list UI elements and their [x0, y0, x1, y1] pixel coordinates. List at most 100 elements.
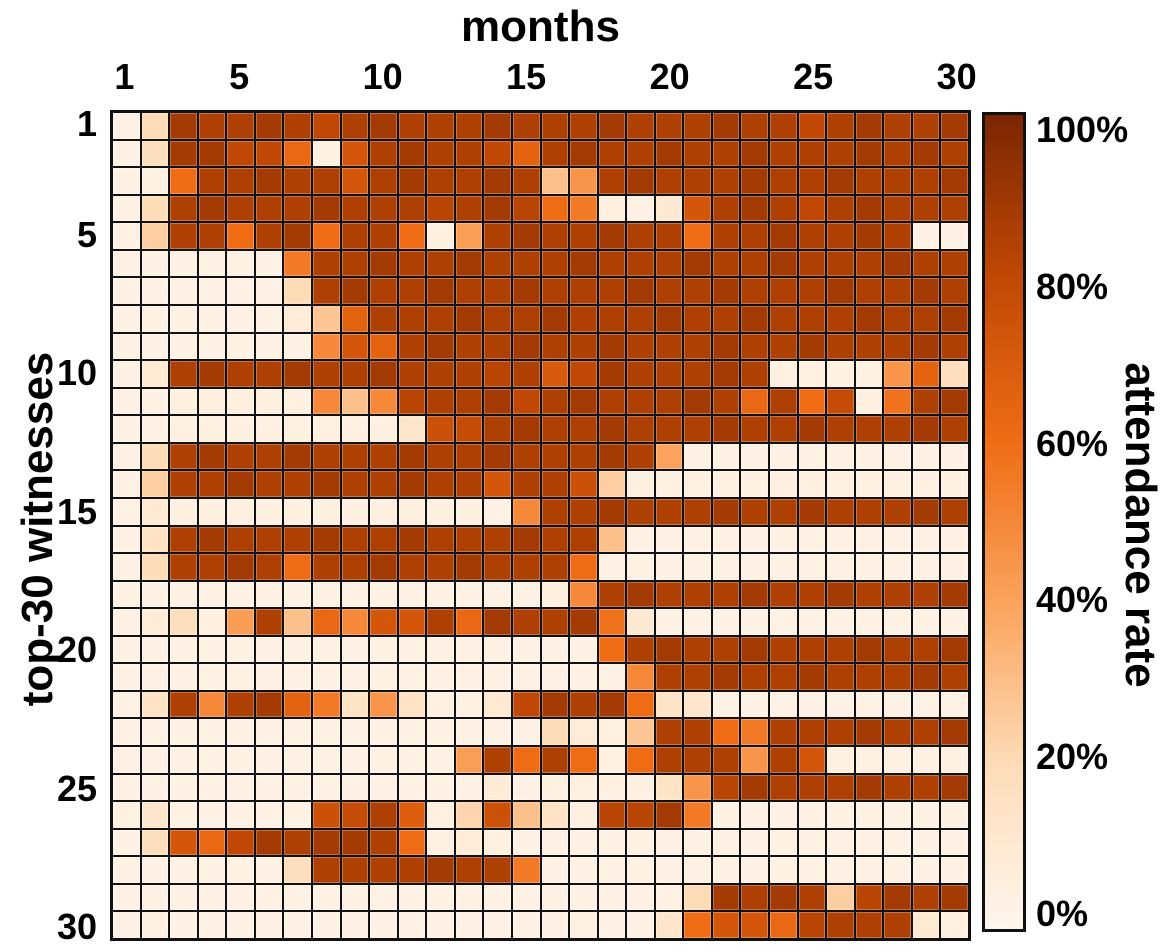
heatmap-cell [227, 140, 254, 167]
heatmap-cell [912, 554, 940, 580]
heatmap-cell [198, 416, 226, 442]
heatmap-cell [312, 333, 340, 360]
heatmap-cell [712, 333, 740, 360]
heatmap-cell [312, 471, 340, 497]
heatmap-cell [170, 443, 197, 470]
heatmap-cell [312, 802, 340, 828]
heatmap-cell [541, 140, 569, 167]
heatmap-cell [855, 774, 883, 801]
heatmap-cell [198, 305, 226, 332]
heatmap-cell [827, 747, 854, 773]
heatmap-cell [341, 223, 369, 249]
heatmap-cell [912, 912, 940, 938]
heatmap-cell [284, 719, 311, 746]
heatmap-cell [198, 195, 226, 222]
heatmap-cell [855, 691, 883, 718]
heatmap-cell [455, 829, 483, 856]
colorbar-tick-label: 100% [1036, 109, 1129, 150]
heatmap-cell [113, 305, 140, 332]
heatmap-cell [541, 829, 569, 856]
heatmap-cell [370, 305, 397, 332]
x-tick-label: 5 [229, 56, 250, 97]
heatmap-cell [884, 857, 911, 883]
heatmap-cell [770, 471, 797, 497]
heatmap-cell [113, 884, 140, 911]
heatmap-cell [370, 443, 397, 470]
heatmap-cell [655, 305, 683, 332]
heatmap-cell [198, 554, 226, 580]
heatmap-cell [484, 443, 511, 470]
heatmap-cell [712, 581, 740, 608]
heatmap-cell [884, 223, 911, 249]
heatmap-cell [741, 912, 769, 938]
heatmap-cell [884, 388, 911, 415]
heatmap-cell [113, 278, 140, 304]
heatmap-cell [284, 802, 311, 828]
heatmap-cell [427, 554, 454, 580]
heatmap-cell [827, 113, 854, 139]
heatmap-cell [598, 526, 626, 553]
heatmap-cell [455, 305, 483, 332]
heatmap-cell [284, 168, 311, 194]
heatmap-cell [798, 747, 826, 773]
heatmap-cell [255, 554, 283, 580]
heatmap-cell [455, 526, 483, 553]
heatmap-cell [798, 416, 826, 442]
heatmap-cell [455, 498, 483, 525]
heatmap-cell [598, 829, 626, 856]
heatmap-cell [370, 554, 397, 580]
heatmap-cell [484, 471, 511, 497]
heatmap-cell [455, 140, 483, 167]
heatmap-cell [141, 554, 169, 580]
heatmap-cell [455, 884, 483, 911]
y-tick-label: 5 [76, 213, 97, 255]
heatmap-cell [541, 912, 569, 938]
heatmap-cell [855, 609, 883, 635]
heatmap-cell [455, 250, 483, 277]
heatmap-cell [455, 912, 483, 938]
heatmap-cell [341, 554, 369, 580]
heatmap-cell [570, 140, 597, 167]
heatmap-cell [627, 636, 654, 663]
heatmap-cell [684, 416, 711, 442]
heatmap-cell [113, 416, 140, 442]
heatmap-cell [655, 416, 683, 442]
heatmap-cell [712, 388, 740, 415]
heatmap-cell [884, 554, 911, 580]
heatmap-cell [341, 747, 369, 773]
heatmap-cell [855, 140, 883, 167]
heatmap-cell [512, 857, 540, 883]
heatmap-cell [827, 305, 854, 332]
heatmap-cell [455, 747, 483, 773]
heatmap-cell [798, 636, 826, 663]
heatmap-cell [570, 609, 597, 635]
heatmap-cell [770, 250, 797, 277]
heatmap-cell [855, 195, 883, 222]
heatmap-cell [170, 636, 197, 663]
heatmap-cell [627, 195, 654, 222]
heatmap-cell [827, 140, 854, 167]
heatmap-cell [255, 526, 283, 553]
heatmap-cell [484, 140, 511, 167]
heatmap-cell [255, 471, 283, 497]
heatmap-cell [912, 140, 940, 167]
heatmap-cell [941, 609, 968, 635]
heatmap-cell [541, 416, 569, 442]
heatmap-cell [170, 747, 197, 773]
heatmap-cell [227, 774, 254, 801]
heatmap-cell [655, 636, 683, 663]
heatmap-cell [198, 747, 226, 773]
heatmap-cell [712, 195, 740, 222]
heatmap-cell [912, 829, 940, 856]
heatmap-cell [227, 636, 254, 663]
heatmap-cell [598, 636, 626, 663]
heatmap-cell [655, 388, 683, 415]
heatmap-cell [827, 526, 854, 553]
heatmap-cell [427, 250, 454, 277]
heatmap-cell [684, 498, 711, 525]
heatmap-cell [827, 581, 854, 608]
heatmap-cell [541, 884, 569, 911]
heatmap-cell [455, 195, 483, 222]
heatmap-cell [398, 829, 426, 856]
heatmap-cell [455, 361, 483, 387]
